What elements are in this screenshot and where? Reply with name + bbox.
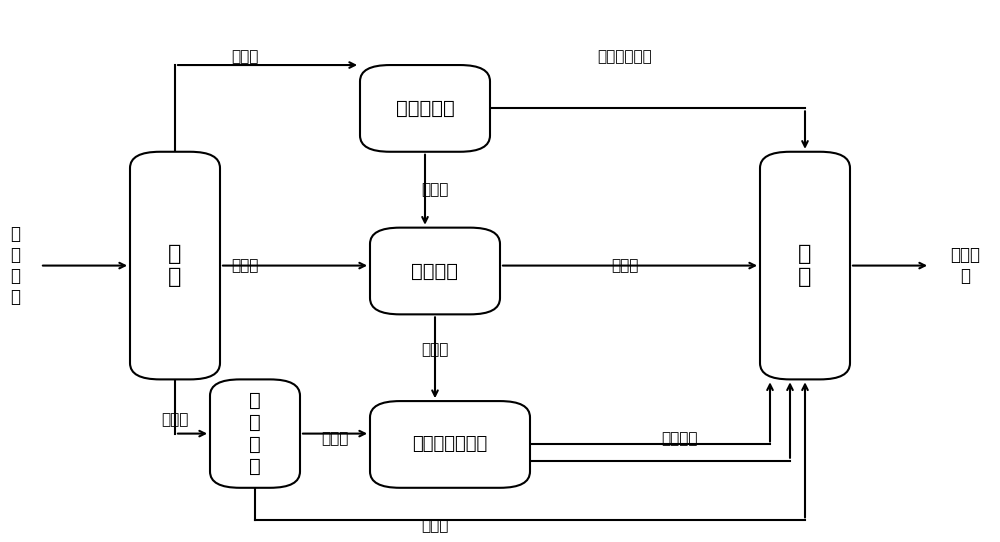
Text: 脱硫汽
油: 脱硫汽 油 xyxy=(950,246,980,285)
Text: 萃余油: 萃余油 xyxy=(421,518,449,533)
Text: 脱硫醇轻馏分: 脱硫醇轻馏分 xyxy=(598,49,652,64)
Text: 汽
油
原
料: 汽 油 原 料 xyxy=(10,225,20,306)
FancyBboxPatch shape xyxy=(130,152,220,379)
Text: 萃
取
蒸
馏: 萃 取 蒸 馏 xyxy=(249,391,261,476)
Text: 混
合: 混 合 xyxy=(798,244,812,287)
FancyBboxPatch shape xyxy=(210,379,300,488)
Text: 萃余油: 萃余油 xyxy=(611,258,639,273)
Text: 中馏分: 中馏分 xyxy=(231,258,259,273)
Text: 萃取油: 萃取油 xyxy=(321,431,349,447)
Text: 脱硫馏分: 脱硫馏分 xyxy=(662,431,698,447)
Text: 萃取油: 萃取油 xyxy=(421,342,449,357)
FancyBboxPatch shape xyxy=(370,401,530,488)
FancyBboxPatch shape xyxy=(760,152,850,379)
Text: 切
割: 切 割 xyxy=(168,244,182,287)
Text: 脱硫醇处理: 脱硫醇处理 xyxy=(396,99,454,118)
FancyBboxPatch shape xyxy=(370,228,500,314)
Text: 轻馏分: 轻馏分 xyxy=(231,49,259,64)
FancyBboxPatch shape xyxy=(360,65,490,152)
Text: 选择性加氢脱硫: 选择性加氢脱硫 xyxy=(412,435,488,454)
Text: 液液萃取: 液液萃取 xyxy=(412,261,458,281)
Text: 重馏分: 重馏分 xyxy=(161,412,189,428)
Text: 抽出油: 抽出油 xyxy=(421,182,449,197)
